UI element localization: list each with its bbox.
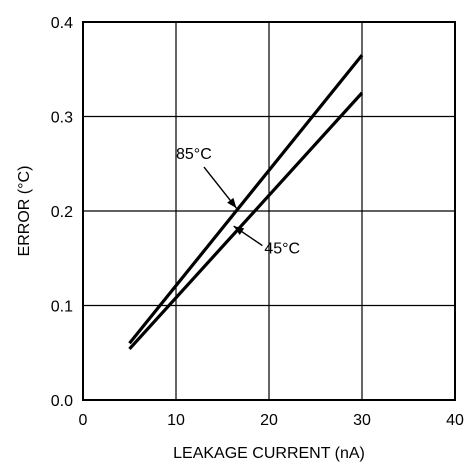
y-tick-label: 0.4 <box>51 15 73 32</box>
x-axis-label: LEAKAGE CURRENT (nA) <box>173 445 365 462</box>
annotation-arrow-head-1 <box>233 226 245 236</box>
y-tick-label: 0.1 <box>51 299 73 316</box>
y-tick-label: 0.2 <box>51 204 73 221</box>
series-annotations: 85°C 45°C <box>176 146 300 258</box>
x-tick-label: 20 <box>260 412 278 429</box>
series-line-0 <box>128 54 364 345</box>
series-lines <box>128 54 364 351</box>
x-tick-label: 30 <box>353 412 371 429</box>
x-tick-labels: 0 10 20 30 40 <box>79 412 464 429</box>
y-tick-label: 0.0 <box>51 393 73 410</box>
x-tick-label: 40 <box>446 412 464 429</box>
x-tick-label: 0 <box>79 412 88 429</box>
y-axis-label: ERROR (°C) <box>16 166 33 257</box>
plot-frame <box>82 21 456 401</box>
grid-lines <box>82 21 456 401</box>
annotation-arrow-head-0 <box>227 197 237 209</box>
series-line-1 <box>128 91 364 351</box>
y-tick-labels: 0.0 0.1 0.2 0.3 0.4 <box>51 15 73 410</box>
series-label-1: 45°C <box>264 241 300 258</box>
y-tick-label: 0.3 <box>51 110 73 127</box>
series-label-0: 85°C <box>176 146 212 163</box>
x-tick-label: 10 <box>167 412 185 429</box>
